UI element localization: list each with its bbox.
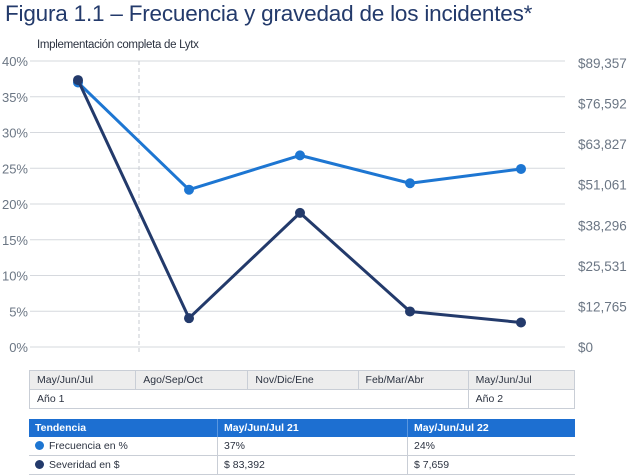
left-tick-label: 35% <box>2 90 28 105</box>
right-tick-label: $12,765 <box>578 299 627 314</box>
right-axis: $0 $12,765 $25,531 $38,296 $51,061 $63,827 $76… <box>578 56 627 355</box>
left-tick-label: 15% <box>2 233 28 248</box>
period-label-4: May/Jun/Jul <box>467 370 576 390</box>
severity-label: Severidad en $ <box>49 459 120 471</box>
period-label-2: Nov/Dic/Ene <box>247 370 359 390</box>
year-row: Año 1 Año 2 <box>29 389 576 409</box>
right-tick-label: $63,827 <box>578 137 627 152</box>
frequency-legend-dot <box>35 441 44 450</box>
trend-table: Tendencia May/Jun/Jul 21 May/Jun/Jul 22 … <box>29 419 575 475</box>
chart-annotation: Implementación completa de Lytx <box>37 39 199 51</box>
left-tick-label: 10% <box>2 269 28 284</box>
series-0-point-4 <box>516 163 526 174</box>
frequency-label: Frecuencia en % <box>49 440 128 452</box>
trend-header-period-1: May/Jun/Jul 21 <box>217 419 408 437</box>
right-tick-label: $38,296 <box>578 218 627 233</box>
series-line-1 <box>76 79 522 324</box>
right-tick-label: $51,061 <box>578 178 627 193</box>
left-axis: 0% 5% 10% 15% 20% 25% 30% 35% 40% <box>2 54 28 355</box>
severity-legend-dot <box>35 460 44 469</box>
series-1-point-3 <box>405 306 415 317</box>
trend-row-severity: Severidad en $ $ 83,392 $ 7,659 <box>29 455 575 475</box>
left-tick-label: 5% <box>9 304 28 319</box>
right-tick-label: $89,357 <box>578 56 627 71</box>
series-group <box>73 75 526 328</box>
series-1-point-1 <box>184 313 194 324</box>
frequency-value-1: 37% <box>217 437 408 456</box>
trend-row-frequency: Frecuencia en % 37% 24% <box>29 437 575 456</box>
right-tick-label: $0 <box>578 340 593 355</box>
left-tick-label: 20% <box>2 197 28 212</box>
gridlines <box>30 60 565 348</box>
chart: Implementación completa de Lytx 0% 5% 10% 1… <box>2 39 627 355</box>
period-label-3: Feb/Mar/Abr <box>357 370 469 390</box>
period-label-0: May/Jun/Jul <box>28 370 137 390</box>
series-1-point-4 <box>516 317 526 328</box>
year-label-1: Año 1 <box>29 389 469 409</box>
severity-value-1: $ 83,392 <box>217 455 408 475</box>
left-tick-label: 30% <box>2 126 28 141</box>
page-title: Figura 1.1 – Frecuencia y gravedad de lo… <box>5 1 533 26</box>
quarter-row: May/Jun/Jul Ago/Sep/Oct Nov/Dic/Ene Feb/… <box>28 370 576 390</box>
frequency-value-2: 24% <box>407 437 575 456</box>
left-tick-label: 25% <box>2 161 28 176</box>
trend-header-label: Tendencia <box>29 419 218 437</box>
series-0-point-3 <box>405 178 415 189</box>
trend-header-period-2: May/Jun/Jul 22 <box>407 419 575 437</box>
series-1-point-0 <box>73 75 83 86</box>
series-0-point-1 <box>184 184 194 195</box>
severity-value-2: $ 7,659 <box>407 455 575 475</box>
period-table: May/Jun/Jul Ago/Sep/Oct Nov/Dic/Ene Feb/… <box>28 370 576 409</box>
year-label-2: Año 2 <box>467 389 576 409</box>
series-1-point-2 <box>295 207 305 218</box>
left-tick-label: 0% <box>9 340 28 355</box>
right-tick-label: $76,592 <box>578 97 627 112</box>
left-tick-label: 40% <box>2 54 28 69</box>
right-tick-label: $25,531 <box>578 259 627 274</box>
series-line-0 <box>76 81 522 192</box>
trend-header-row: Tendencia May/Jun/Jul 21 May/Jun/Jul 22 <box>29 419 575 437</box>
period-label-1: Ago/Sep/Oct <box>135 370 249 390</box>
series-0-point-2 <box>295 150 305 161</box>
